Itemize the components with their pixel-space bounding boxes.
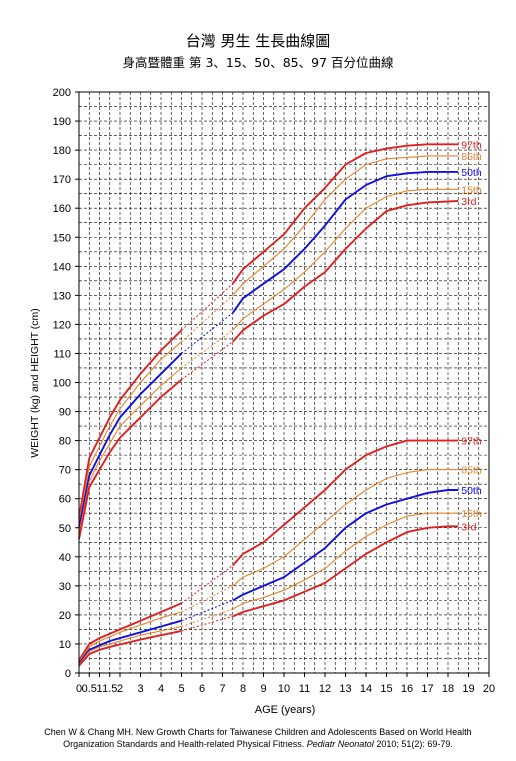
y-tick-label: 120 [53,319,71,331]
x-tick-label: 11 [299,683,310,695]
height-50th-line-dashed [181,312,234,354]
y-tick-label: 70 [59,465,71,477]
weight-50th-label: 50th [461,485,482,497]
y-tick-label: 190 [53,116,71,128]
weight-85th-line-dashed [181,585,233,613]
height-85th-line-dashed [181,294,234,343]
height-97th-line-dashed [181,283,234,331]
height-85th-line-early [78,341,182,523]
x-tick-label: 5 [178,683,184,695]
weight-15th-line-late [232,512,459,610]
citation-text: Organization Standards and Health-relate… [63,739,307,749]
series-lines [78,143,459,667]
x-tick-label: 17 [421,683,433,695]
height-3rd-line-early [78,378,183,540]
x-tick-label: 3 [137,683,143,695]
height-3rd-line-dashed [181,341,234,380]
citation-details: 2010; 51(2): 69-79. [373,739,453,749]
height-15th-line-late [232,188,459,331]
weight-50th-line-early [78,619,182,664]
weight-15th-label: 15th [461,508,482,520]
y-tick-label: 20 [59,610,71,622]
x-tick-label: 12 [319,683,331,695]
y-tick-label: 160 [53,203,71,215]
height-50th-line-late [232,170,459,314]
y-tick-label: 150 [53,232,71,244]
x-tick-label: 6 [199,683,205,695]
y-tick-label: 140 [53,261,71,273]
height-15th-label: 15th [461,184,482,196]
y-tick-label: 40 [59,552,71,564]
weight-50th-line-dashed [181,599,233,622]
x-tick-label: 15 [380,683,392,695]
citation-line-1: Chen W & Chang MH. New Growth Charts for… [44,727,472,737]
y-axis-label: WEIGHT (kg) and HEIGHT (cm) [29,308,41,458]
weight-15th-line-early [78,625,182,665]
height-3rd-line-late [232,199,459,343]
height-15th-line-dashed [181,329,234,369]
weight-3rd-line-late [232,525,459,618]
x-tick-label: 1.5 [102,683,117,695]
x-tick-label: 13 [339,683,351,695]
x-tick-label: 19 [462,683,474,695]
y-tick-label: 90 [59,407,71,419]
x-tick-labels: 0 0.5 1 1.5 2 3 4 5 6 7 8 9 10 11 12 13 14 15 16 17 18 19 20 [76,673,495,695]
y-tick-label: 200 [53,87,71,99]
chart-title: 台灣 男生 生長曲線圖 [185,32,331,50]
x-tick-label: 7 [219,683,225,695]
height-97th-label: 97th [461,139,482,151]
x-tick-label: 9 [260,683,266,695]
y-tick-label: 170 [53,174,71,186]
x-tick-label: 20 [483,683,495,695]
weight-3rd-label: 3rd [461,521,476,533]
weight-85th-line-late [232,469,459,587]
height-85th-line-late [232,155,459,296]
y-tick-label: 130 [53,290,71,302]
height-97th-line-late [232,143,459,285]
x-tick-label: 4 [158,683,164,695]
x-tick-label: 14 [360,683,372,695]
x-tick-label: 10 [278,683,290,695]
citation-line-2: Organization Standards and Health-relate… [0,738,516,750]
y-tick-label: 100 [53,378,71,390]
y-tick-label: 80 [59,436,71,448]
height-15th-line-early [78,367,182,534]
weight-97th-line-early [78,602,182,662]
x-tick-label: 0.5 [82,683,97,695]
x-tick-label: 0 [76,683,82,695]
x-tick-label: 2 [117,683,123,695]
weight-97th-line-dashed [181,565,234,604]
x-tick-label: 16 [401,683,413,695]
y-tick-label: 30 [59,581,71,593]
weight-3rd-line-early [78,629,182,667]
height-50th-label: 50th [461,167,482,179]
y-tick-label: 60 [59,494,71,506]
height-97th-line-early [78,329,183,519]
weight-97th-label: 97th [461,436,482,448]
weight-85th-label: 85th [461,465,482,477]
citation-journal: Pediatr Neonatol [306,739,374,749]
x-tick-label: 8 [240,683,246,695]
y-tick-labels: 0 10 20 30 40 50 60 70 80 90 100 110 120 130 140 150 160… [53,87,79,680]
height-3rd-label: 3rd [461,196,476,208]
height-85th-label: 85th [461,151,482,163]
y-tick-label: 0 [65,668,71,680]
chart-subtitle: 身高暨體重 第 3、15、50、85、97 百分位曲線 [122,55,394,70]
y-tick-label: 10 [59,639,71,651]
y-tick-label: 50 [59,523,71,535]
x-tick-label: 1 [96,683,102,695]
y-tick-label: 110 [53,348,71,360]
weight-50th-line-late [232,489,459,602]
weight-15th-line-dashed [181,608,233,627]
height-50th-line-early [78,352,183,529]
weight-85th-line-early [78,611,182,663]
x-tick-label: 18 [442,683,454,695]
weight-97th-line-late [232,439,459,567]
x-axis-label: AGE (years) [255,704,316,716]
weight-3rd-line-dashed [181,615,233,632]
y-tick-label: 180 [53,145,71,157]
